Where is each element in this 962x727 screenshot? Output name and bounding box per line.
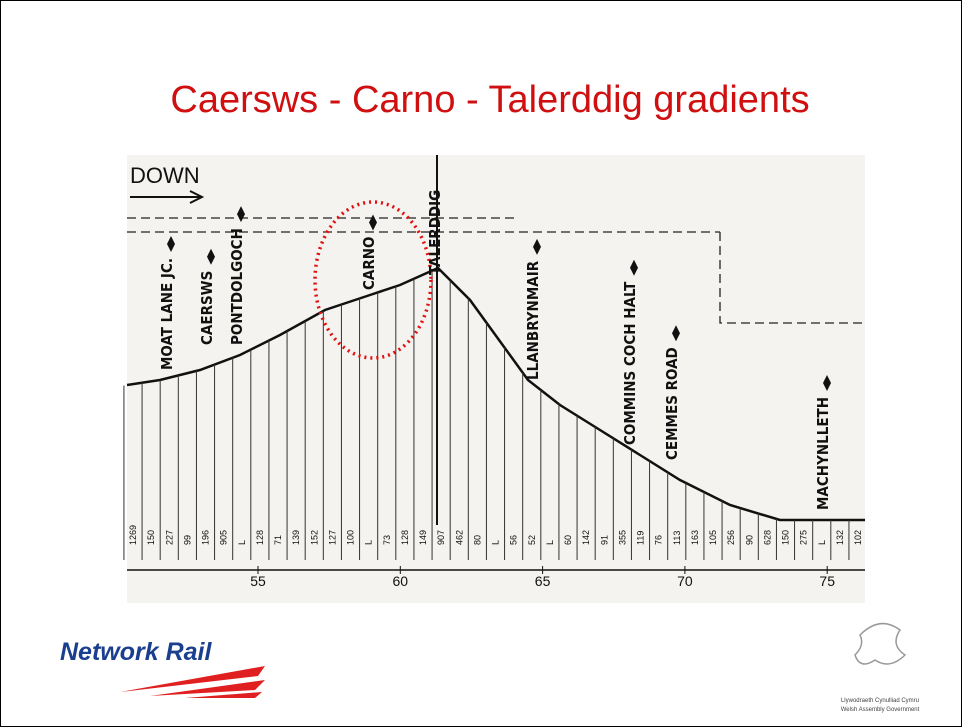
- gradient-label: L: [491, 540, 501, 545]
- gradient-label: 76: [654, 535, 664, 545]
- gradient-label: 56: [509, 535, 519, 545]
- gradient-label: 150: [146, 530, 156, 545]
- gradient-label: 119: [636, 531, 646, 545]
- gradient-label: 52: [527, 535, 537, 545]
- station-marker: [207, 248, 215, 265]
- gradient-label: 905: [219, 530, 229, 545]
- gradient-label: L: [817, 540, 827, 545]
- gradient-label: 105: [708, 530, 718, 545]
- station-label: LLANBRYNMAIR: [524, 260, 542, 380]
- gradient-label: 102: [853, 530, 863, 545]
- gradient-label: 152: [309, 530, 319, 545]
- gradient-label: 139: [291, 530, 301, 545]
- gradient-label: 150: [781, 530, 791, 545]
- gradient-label: 196: [201, 530, 211, 545]
- station-marker: [369, 214, 377, 231]
- gradient-label: L: [364, 540, 374, 545]
- gradient-label: 99: [182, 535, 192, 545]
- arrow: [130, 190, 205, 204]
- gradient-label: 90: [744, 535, 754, 545]
- signal-lines: [127, 217, 865, 324]
- direction: DOWN: [130, 163, 200, 188]
- station-marker: [237, 206, 245, 223]
- gradient-label: 163: [690, 530, 700, 545]
- gradient-label: 127: [327, 530, 337, 545]
- gradient-label: 71: [273, 535, 283, 545]
- gradient-label: 132: [835, 530, 845, 545]
- milepost-label: 75: [819, 573, 835, 589]
- welsh-line1: Llywodraeth Cynulliad Cymru: [841, 698, 919, 704]
- station-label: CAERSWS: [198, 271, 216, 345]
- gradient-label: 60: [563, 535, 573, 545]
- milepost-label: 60: [393, 573, 409, 589]
- station-label: CEMMES ROAD: [663, 347, 681, 460]
- profile-line: [126, 266, 865, 522]
- profile-image: DOWN: [123, 155, 865, 603]
- station-label: MACHYNLLETH: [814, 397, 832, 510]
- gradient-label: 142: [581, 530, 591, 545]
- gradient-label: 227: [164, 530, 174, 545]
- station-marker: [533, 238, 541, 255]
- gradient-label: 128: [255, 530, 265, 545]
- station-label: PONTDOLGOCH: [228, 228, 246, 345]
- image-bg: [127, 155, 865, 603]
- station-label: CARNO: [360, 236, 378, 290]
- gradient-label: 628: [762, 530, 772, 545]
- gradient-label: 91: [599, 535, 609, 545]
- gradient-label: 73: [382, 535, 392, 545]
- gradient-label: 462: [454, 530, 464, 545]
- gradient-label: 149: [418, 530, 428, 545]
- gradient-label: 80: [472, 535, 482, 545]
- welsh-logo: Llywodraeth Cynulliad Cymru Welsh Assemb…: [841, 622, 920, 713]
- logo-stripes: [120, 666, 265, 698]
- dragon: [854, 622, 907, 665]
- station-marker: [672, 325, 680, 342]
- milepost-label: 70: [677, 573, 693, 589]
- gradient-label: L: [237, 540, 247, 545]
- gradient-label: L: [545, 540, 555, 545]
- station-label: COMMINS COCH HALT: [621, 281, 639, 445]
- gradient-label: 113: [672, 531, 682, 545]
- network-rail-logo: Network Rail: [60, 638, 265, 698]
- gradient-label: 275: [799, 530, 809, 545]
- station-label: TALERDDIG: [426, 190, 444, 275]
- station-marker: [823, 374, 831, 391]
- gradient-label: 355: [617, 530, 627, 545]
- gradient-label: 128: [400, 530, 410, 545]
- network-rail: Network Rail: [60, 638, 212, 666]
- gradient-label: 907: [436, 530, 446, 545]
- station-label: MOAT LANE JC.: [158, 258, 176, 370]
- milepost-label: 55: [250, 573, 266, 589]
- gradient-label: 1269: [128, 525, 138, 545]
- welsh-line2: Welsh Assembly Government: [841, 707, 920, 713]
- station-marker: [630, 259, 638, 276]
- gradient-label: 100: [346, 530, 356, 545]
- milepost-label: 65: [535, 573, 551, 589]
- station-marker: [167, 236, 175, 253]
- gradient-label: 256: [726, 530, 736, 545]
- title: Caersws - Carno - Talerddig gradients: [170, 79, 809, 121]
- highlight-circle: [313, 200, 433, 360]
